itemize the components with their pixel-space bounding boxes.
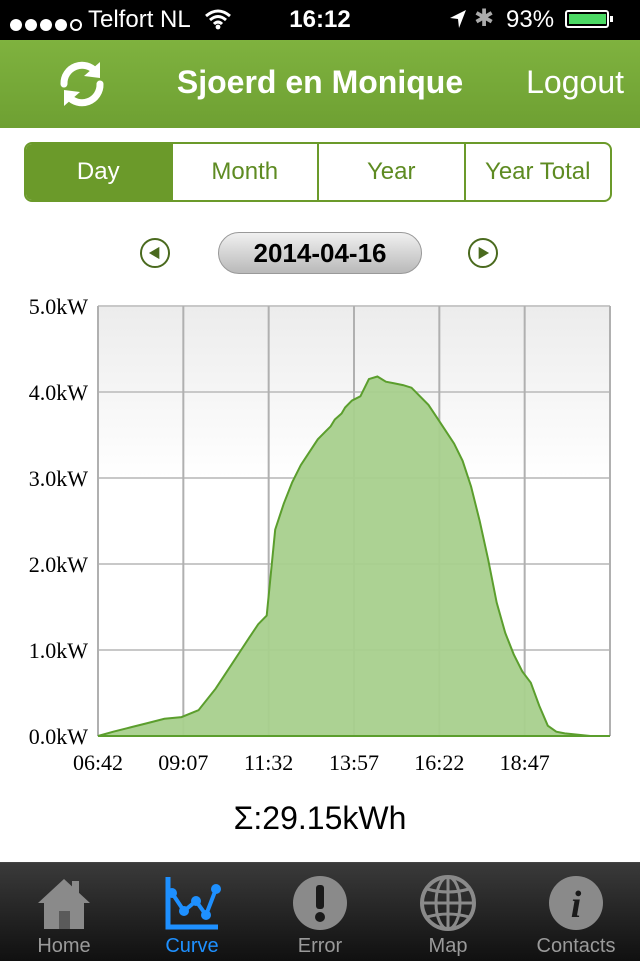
- x-tick-label: 16:22: [414, 750, 464, 775]
- tab-home-label: Home: [37, 935, 91, 957]
- y-tick-label: 3.0kW: [29, 466, 89, 491]
- tab-bar: Home Curve Error Map: [0, 862, 640, 961]
- y-tick-label: 1.0kW: [29, 638, 89, 663]
- period-selector: Day Month Year Year Total: [24, 142, 612, 202]
- tab-year[interactable]: Year: [317, 144, 464, 200]
- bluetooth-icon: ✱: [474, 5, 495, 32]
- y-tick-label: 4.0kW: [29, 380, 89, 405]
- logout-button[interactable]: Logout: [526, 64, 624, 100]
- x-tick-label: 06:42: [73, 750, 123, 775]
- tab-day[interactable]: Day: [26, 144, 171, 200]
- tab-error[interactable]: Error: [256, 863, 384, 961]
- next-date-button[interactable]: [468, 238, 498, 268]
- tab-map-label: Map: [428, 935, 468, 957]
- svg-text:i: i: [571, 884, 582, 926]
- curve-icon: [165, 877, 221, 930]
- location-arrow-icon: [450, 10, 466, 28]
- tab-curve-label: Curve: [165, 935, 219, 957]
- y-tick-label: 5.0kW: [29, 294, 89, 319]
- x-tick-label: 11:32: [244, 750, 293, 775]
- home-icon: [38, 879, 90, 929]
- battery-icon: [565, 10, 613, 28]
- date-display[interactable]: 2014-04-16: [218, 232, 422, 274]
- x-tick-label: 13:57: [329, 750, 379, 775]
- signal-strength-icon: [10, 10, 85, 38]
- battery-percentage: 93%: [506, 6, 555, 33]
- tab-year-total[interactable]: Year Total: [463, 144, 611, 200]
- tab-contacts-label: Contacts: [536, 935, 616, 957]
- info-icon: i: [549, 876, 603, 930]
- tab-error-label: Error: [297, 935, 343, 957]
- carrier-name: Telfort NL: [88, 6, 191, 33]
- power-area-series: [97, 375, 610, 737]
- clock: 16:12: [289, 6, 351, 33]
- status-bar: Telfort NL 16:12 ✱ 93%: [0, 0, 640, 40]
- navigation-bar: Sjoerd en Monique Logout: [0, 40, 640, 128]
- power-chart: 0.0kW 1.0kW 2.0kW 3.0kW 4.0kW 5.0kW 06:42 09:07…: [0, 290, 640, 780]
- page-title: Sjoerd en Monique: [176, 64, 464, 100]
- power-curve-chart: 0.0kW 1.0kW 2.0kW 3.0kW 4.0kW 5.0kW 06:42 09:07…: [29, 294, 611, 775]
- x-tick-label: 09:07: [158, 750, 208, 775]
- y-tick-label: 0.0kW: [29, 724, 89, 749]
- refresh-icon[interactable]: [52, 54, 112, 114]
- globe-icon: [420, 875, 476, 931]
- tab-home[interactable]: Home: [0, 863, 128, 961]
- y-tick-label: 2.0kW: [29, 552, 89, 577]
- wifi-icon: [205, 9, 231, 30]
- error-icon: [293, 876, 347, 930]
- tab-map[interactable]: Map: [384, 863, 512, 961]
- tab-contacts[interactable]: i Contacts: [512, 863, 640, 961]
- tab-month[interactable]: Month: [170, 144, 318, 200]
- daily-total: Σ:29.15kWh: [233, 800, 407, 836]
- previous-date-button[interactable]: [140, 238, 170, 268]
- x-tick-label: 18:47: [500, 750, 550, 775]
- tab-curve[interactable]: Curve: [128, 863, 256, 961]
